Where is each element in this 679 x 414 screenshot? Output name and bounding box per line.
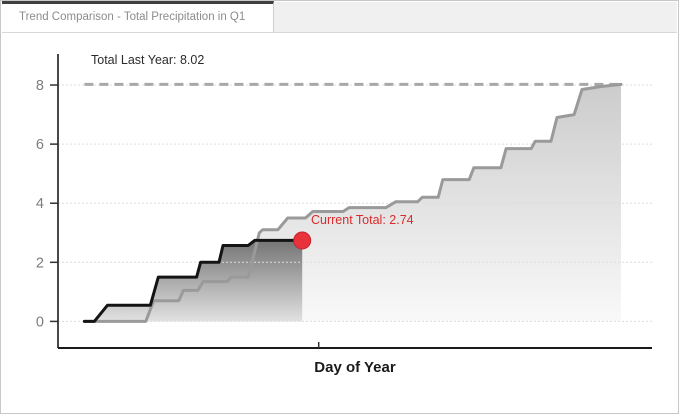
last-year-total-annotation: Total Last Year: 8.02	[91, 53, 205, 67]
current-year-area[interactable]	[84, 240, 303, 322]
y-tick-label: 0	[36, 314, 44, 330]
last-year-line[interactable]	[82, 82, 623, 323]
current-year-line[interactable]	[82, 238, 304, 323]
tab-title: Trend Comparison - Total Precipitation i…	[19, 11, 246, 23]
y-tick-label: 8	[36, 78, 44, 94]
y-tick-label: 2	[36, 255, 44, 271]
tab-trend-comparison[interactable]: Trend Comparison - Total Precipitation i…	[2, 1, 274, 32]
y-tick-label: 6	[36, 137, 44, 153]
x-axis-title: Day of Year	[314, 359, 396, 376]
current-total-marker-dot[interactable]	[293, 231, 312, 250]
current-total-annotation: Current Total: 2.74	[311, 213, 414, 227]
y-tick-label: 4	[36, 196, 44, 212]
